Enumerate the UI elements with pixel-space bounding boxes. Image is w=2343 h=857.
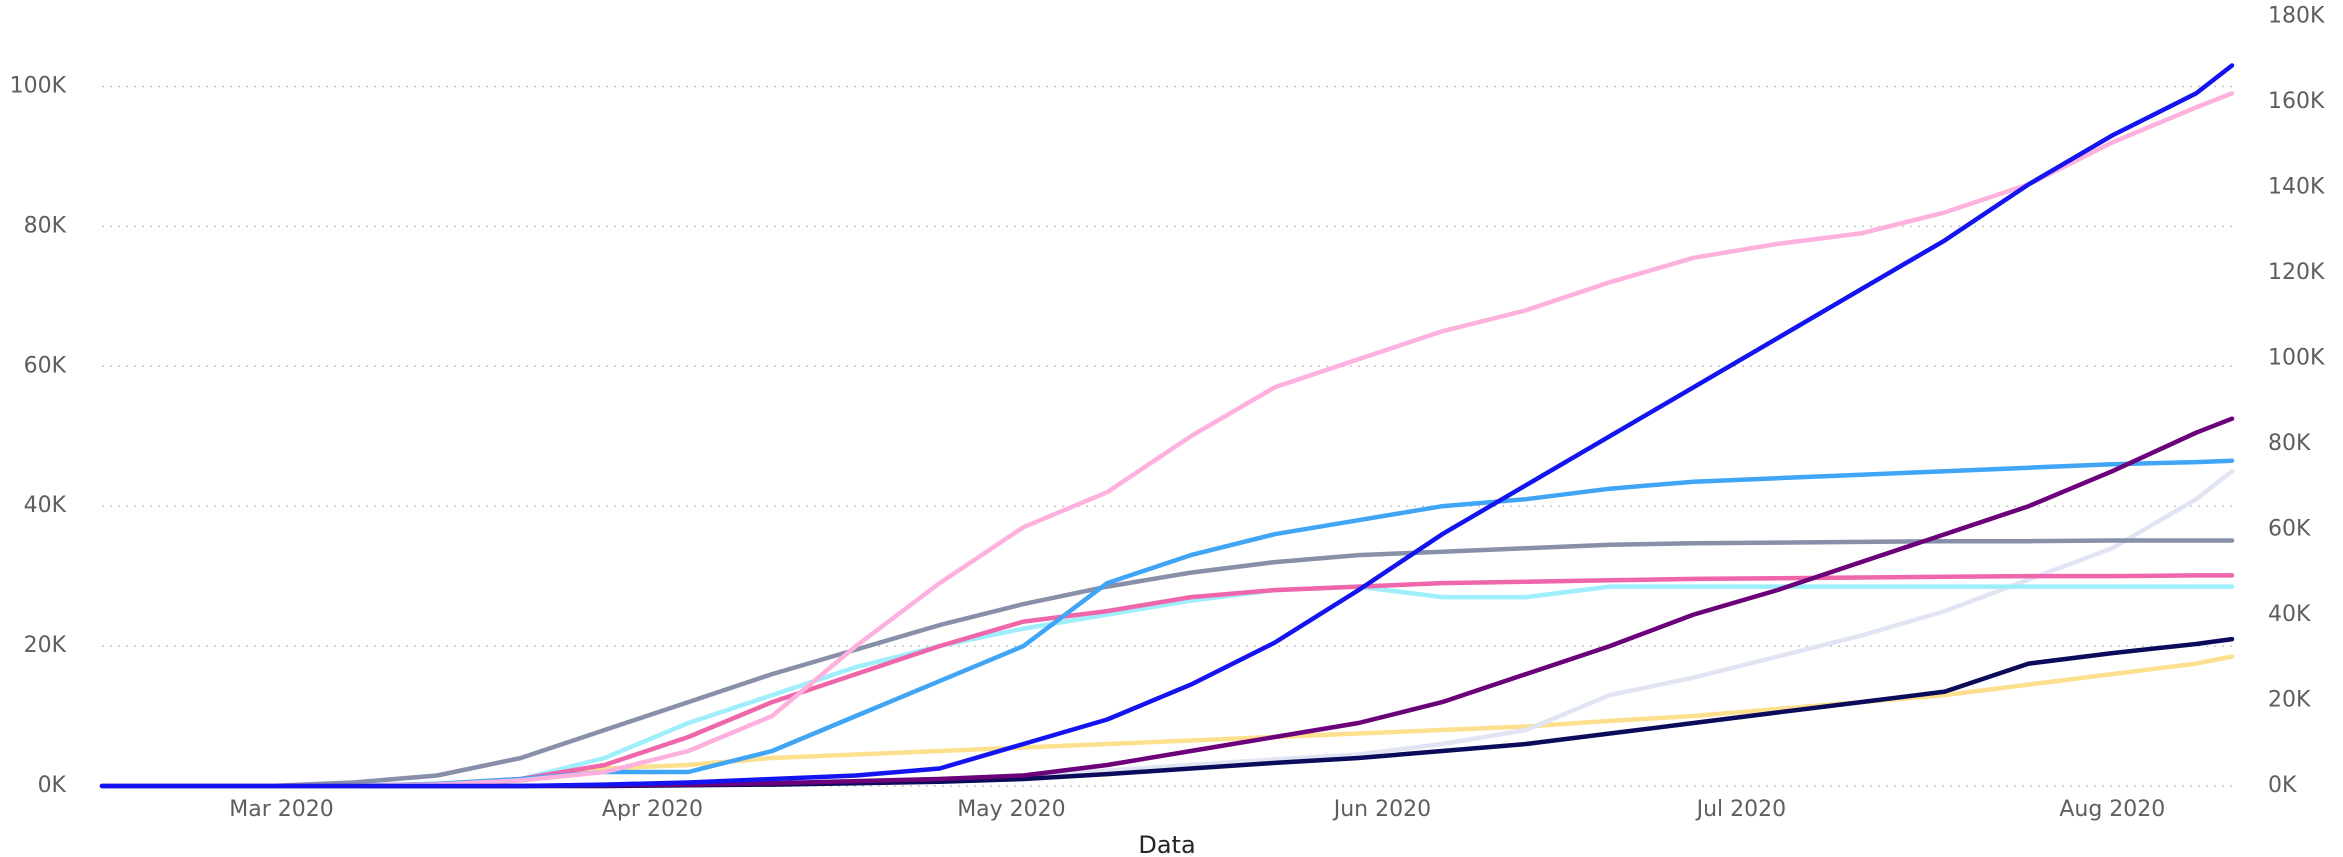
y2-tick-label: 160K	[2268, 89, 2325, 114]
y2-tick-label: 100K	[2268, 346, 2325, 371]
x-tick-label: Apr 2020	[602, 797, 703, 822]
y2-tick-label: 180K	[2268, 4, 2325, 29]
y-tick-label: 80K	[24, 213, 67, 238]
y-tick-label: 60K	[24, 353, 67, 378]
x-tick-label: Aug 2020	[2059, 797, 2165, 822]
y2-tick-label: 120K	[2268, 260, 2325, 285]
y2-tick-label: 80K	[2268, 431, 2311, 456]
x-tick-label: Jul 2020	[1695, 797, 1787, 822]
y-tick-label: 20K	[24, 633, 67, 658]
series-line	[99, 468, 2235, 789]
y-tick-label: 100K	[10, 73, 67, 98]
series-line	[99, 636, 2235, 789]
y2-tick-label: 20K	[2268, 688, 2311, 713]
x-tick-label: Mar 2020	[229, 797, 334, 822]
y2-tick-label: 140K	[2268, 175, 2325, 200]
y2-tick-label: 40K	[2268, 602, 2311, 627]
series-line	[99, 458, 2235, 789]
y2-tick-label: 0K	[2268, 773, 2297, 798]
y-tick-label: 40K	[24, 493, 67, 518]
y-tick-label: 0K	[38, 773, 67, 798]
series-line	[99, 91, 2235, 789]
x-tick-label: Jun 2020	[1332, 797, 1431, 822]
y2-tick-label: 60K	[2268, 517, 2311, 542]
series-line	[99, 63, 2235, 789]
x-axis-label: Data	[1138, 831, 1195, 857]
x-tick-label: May 2020	[957, 797, 1065, 822]
